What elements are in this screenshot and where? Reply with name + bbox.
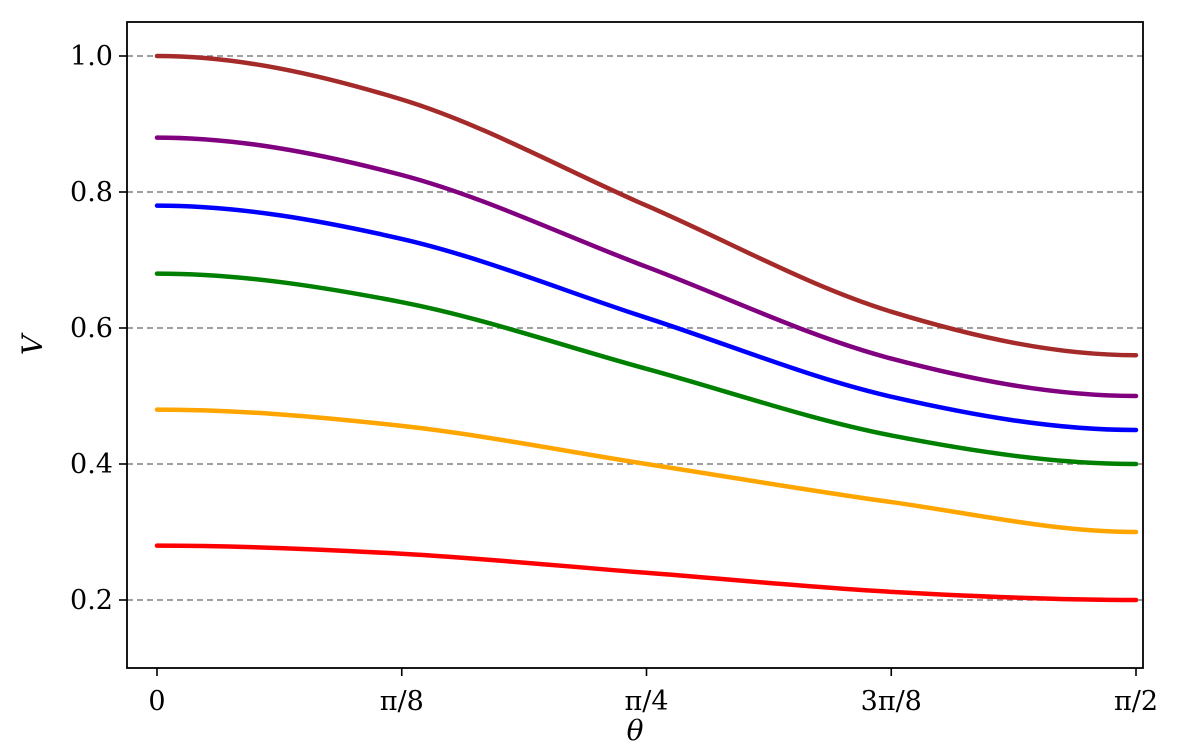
y-tick-label: 1.0	[70, 41, 113, 72]
plot-frame	[126, 21, 1144, 669]
x-tick-label: π/2	[1114, 686, 1158, 717]
y-tick-label: 0.4	[70, 449, 113, 480]
y-tick-label: 0.6	[70, 313, 113, 344]
series-lines	[154, 53, 1139, 603]
series-line-1	[154, 543, 1139, 603]
x-tick-label: 3π/8	[861, 686, 922, 717]
x-tick-label: π/4	[624, 686, 668, 717]
x-axis-title: θ	[627, 714, 644, 744]
x-tick-label: π/8	[380, 686, 424, 717]
series-line-5	[154, 135, 1139, 399]
x-tick-label: 0	[148, 686, 165, 717]
x-axis-ticks: 0 π/8 π/4 3π/8 π/2	[148, 668, 1158, 717]
y-tick-label: 0.8	[70, 177, 113, 208]
series-line-6	[154, 53, 1139, 358]
series-line-2	[154, 407, 1139, 535]
y-axis-title: V	[16, 332, 49, 355]
y-tick-label: 0.2	[70, 585, 113, 616]
series-line-3	[154, 271, 1139, 467]
series-line-4	[154, 203, 1139, 433]
y-axis-ticks: 0.2 0.4 0.6 0.8 1.0	[70, 41, 127, 616]
